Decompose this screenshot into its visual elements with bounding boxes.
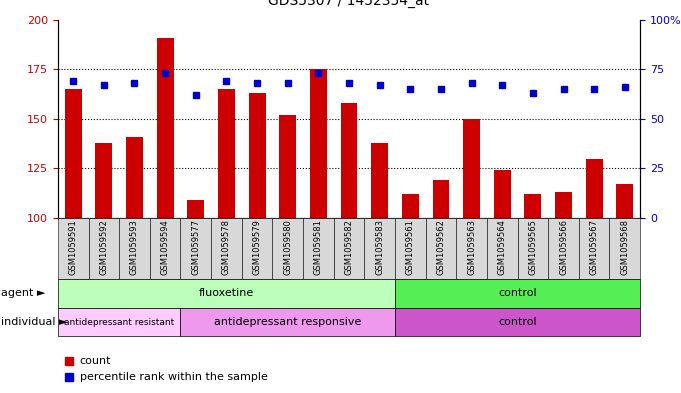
Bar — [249, 93, 266, 218]
Bar — [126, 137, 143, 218]
Text: GDS5307 / 1452354_at: GDS5307 / 1452354_at — [268, 0, 430, 8]
Bar — [463, 119, 480, 218]
Text: antidepressant resistant: antidepressant resistant — [64, 318, 174, 327]
Text: GSM1059564: GSM1059564 — [498, 219, 507, 275]
Bar — [340, 103, 358, 218]
Text: GSM1059581: GSM1059581 — [314, 219, 323, 275]
Text: percentile rank within the sample: percentile rank within the sample — [80, 372, 268, 382]
Text: individual ►: individual ► — [1, 317, 67, 327]
Text: count: count — [80, 356, 111, 366]
Bar — [494, 171, 511, 218]
Bar — [65, 89, 82, 218]
Text: GSM1059567: GSM1059567 — [590, 219, 599, 275]
Bar — [218, 89, 235, 218]
Text: control: control — [498, 317, 537, 327]
Bar — [187, 200, 204, 218]
Text: GSM1059562: GSM1059562 — [437, 219, 445, 275]
Text: GSM1059577: GSM1059577 — [191, 219, 200, 275]
Bar — [95, 143, 112, 218]
Text: GSM1059580: GSM1059580 — [283, 219, 292, 275]
Text: GSM1059563: GSM1059563 — [467, 219, 476, 275]
Text: GSM1059578: GSM1059578 — [222, 219, 231, 275]
Bar — [310, 69, 327, 218]
Text: GSM1059566: GSM1059566 — [559, 219, 568, 275]
Bar — [616, 184, 633, 218]
Bar — [279, 115, 296, 218]
Bar — [555, 192, 572, 218]
Bar — [524, 194, 541, 218]
Text: agent ►: agent ► — [1, 288, 45, 298]
Text: GSM1059565: GSM1059565 — [528, 219, 537, 275]
Text: GSM1059594: GSM1059594 — [161, 219, 170, 275]
Text: GSM1059593: GSM1059593 — [130, 219, 139, 275]
Text: GSM1059561: GSM1059561 — [406, 219, 415, 275]
Text: control: control — [498, 288, 537, 298]
Text: GSM1059591: GSM1059591 — [69, 219, 78, 275]
Bar — [586, 158, 603, 218]
Text: fluoxetine: fluoxetine — [199, 288, 254, 298]
Bar — [432, 180, 449, 218]
Bar — [371, 143, 388, 218]
Text: GSM1059568: GSM1059568 — [620, 219, 629, 275]
Bar — [402, 194, 419, 218]
Text: GSM1059583: GSM1059583 — [375, 219, 384, 275]
Text: GSM1059582: GSM1059582 — [345, 219, 353, 275]
Bar — [157, 37, 174, 218]
Text: antidepressant responsive: antidepressant responsive — [214, 317, 362, 327]
Text: GSM1059592: GSM1059592 — [99, 219, 108, 275]
Text: GSM1059579: GSM1059579 — [253, 219, 262, 275]
